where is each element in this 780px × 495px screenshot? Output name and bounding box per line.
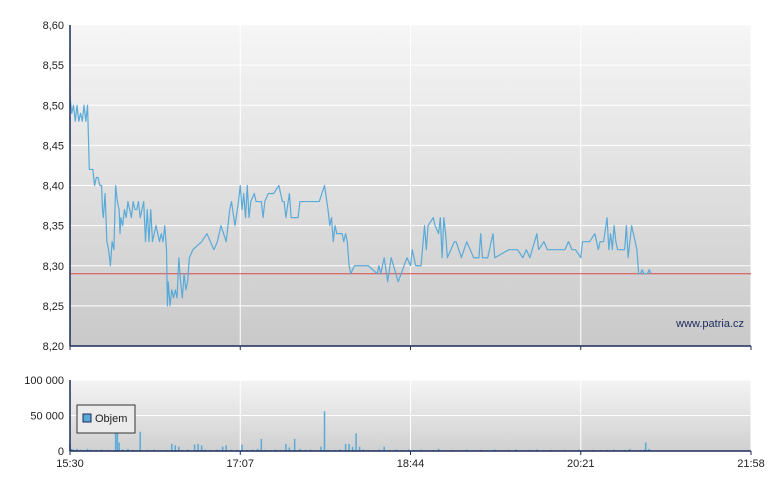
legend: Objem [76, 404, 136, 434]
price-y-tick-label: 8,50 [43, 100, 64, 112]
volume-bar [293, 438, 296, 451]
volume-bar [348, 443, 350, 451]
price-y-tick-label: 8,60 [43, 20, 64, 32]
time-tick-label: 20:21 [567, 458, 595, 470]
volume-y-axis-ticks: 0 50 000 100 000 [24, 375, 64, 458]
volume-bar [174, 445, 177, 451]
volume-bar [193, 444, 196, 451]
volume-bar [260, 438, 263, 451]
volume-bar [323, 411, 326, 451]
time-tick-label: 21:58 [737, 458, 765, 470]
price-y-tick-label: 8,35 [43, 221, 64, 233]
volume-bar [383, 446, 385, 451]
price-x-axis-marks [69, 346, 752, 350]
time-tick-label: 18:44 [397, 458, 425, 470]
price-y-axis-ticks: 8,20 8,25 8,30 8,35 8,40 8,45 8,50 8,55 8,60 [43, 20, 64, 353]
price-y-tick-label: 8,25 [43, 301, 64, 313]
volume-bar [358, 446, 361, 451]
watermark: www.patria.cz [675, 318, 744, 330]
price-y-tick-label: 8,20 [43, 341, 64, 353]
volume-bar [344, 443, 347, 451]
volume-bar [71, 448, 73, 451]
volume-y-tick-label: 50 000 [30, 411, 64, 423]
volume-bar [288, 447, 291, 451]
volume-bar [86, 448, 89, 451]
volume-bar [139, 431, 141, 451]
volume-bar [355, 433, 357, 451]
volume-bar [257, 448, 259, 451]
volume-bar [118, 442, 120, 451]
volume-bar [225, 445, 227, 451]
volume-y-tick-label: 0 [58, 446, 64, 458]
volume-bar [241, 444, 243, 451]
volume-bar [76, 448, 78, 451]
time-tick-label: 15:30 [56, 458, 84, 470]
price-y-tick-label: 8,40 [43, 181, 64, 193]
volume-bar [221, 446, 224, 451]
volume-bar [644, 442, 647, 451]
price-y-tick-label: 8,55 [43, 60, 64, 72]
price-series [69, 97, 652, 307]
legend-swatch [82, 413, 92, 423]
volume-bar [320, 446, 322, 451]
legend-label: Objem [95, 413, 127, 425]
volume-bar [178, 446, 180, 451]
time-axis-ticks: 15:30 17:07 18:44 20:21 21:58 [56, 451, 765, 470]
volume-bar [629, 448, 631, 451]
time-tick-label: 17:07 [226, 458, 254, 470]
volume-bar [200, 445, 203, 451]
volume-bar [116, 429, 119, 451]
price-y-tick-label: 8,45 [43, 140, 64, 152]
legend-box [76, 404, 136, 434]
volume-y-tick-label: 100 000 [24, 375, 64, 387]
volume-bar [171, 443, 173, 451]
volume-bar [351, 446, 354, 451]
volume-bar [127, 448, 129, 451]
volume-bar [437, 448, 440, 451]
volume-bar [114, 421, 117, 451]
price-y-tick-label: 8,30 [43, 261, 64, 273]
price-line [69, 97, 652, 307]
volume-bar [197, 443, 199, 451]
volume-bar [648, 448, 650, 451]
volume-bar [285, 443, 287, 451]
volume-bar [299, 448, 301, 451]
